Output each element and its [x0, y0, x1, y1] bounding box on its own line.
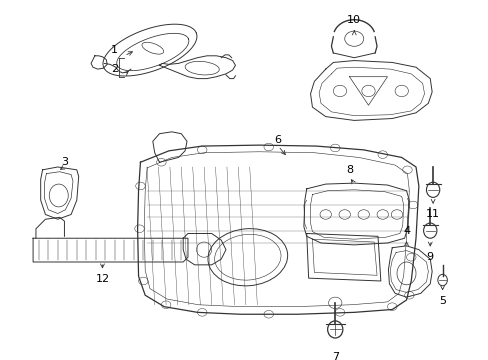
Text: 5: 5 [438, 296, 445, 306]
Text: 3: 3 [61, 157, 68, 167]
Text: 4: 4 [402, 226, 409, 236]
Text: 1: 1 [111, 45, 118, 55]
Text: 2: 2 [111, 64, 118, 74]
Text: 7: 7 [331, 352, 338, 360]
Text: 9: 9 [426, 252, 433, 262]
Text: 12: 12 [95, 274, 109, 284]
Text: 11: 11 [425, 210, 439, 220]
Text: 10: 10 [346, 15, 361, 25]
Text: 8: 8 [345, 165, 352, 175]
Text: 6: 6 [274, 135, 281, 145]
